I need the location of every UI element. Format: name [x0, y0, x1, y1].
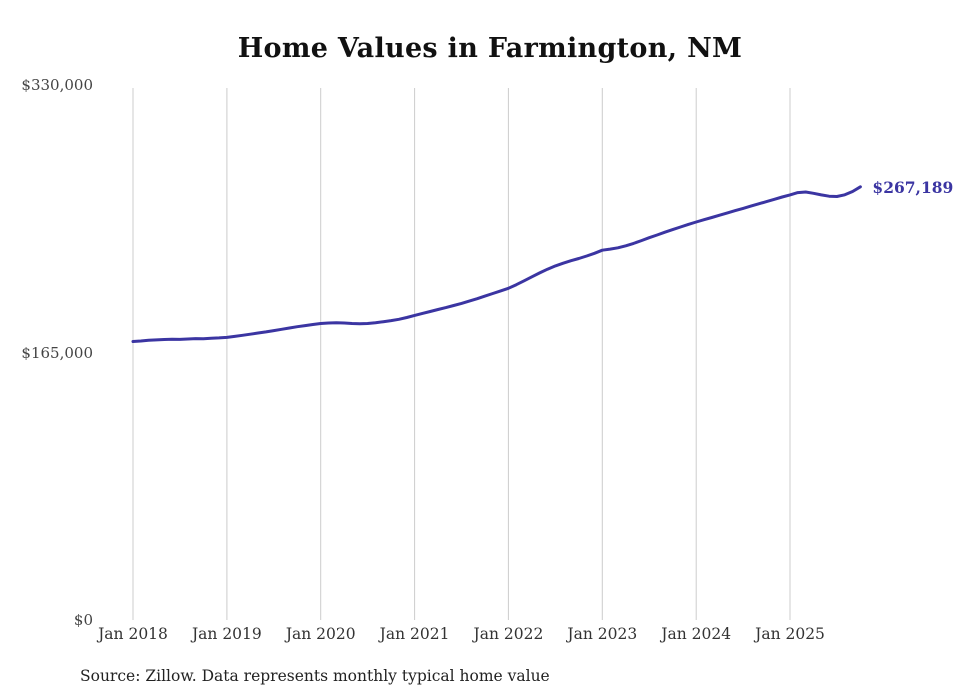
x-axis-tick: Jan 2022 — [473, 625, 544, 643]
x-axis-tick: Jan 2025 — [755, 625, 825, 643]
x-axis-tick: Jan 2021 — [379, 625, 450, 643]
x-axis-tick: Jan 2020 — [285, 625, 356, 643]
x-axis-tick: Jan 2018 — [98, 625, 168, 643]
y-axis-tick: $165,000 — [21, 343, 93, 362]
y-axis-tick: $0 — [73, 611, 93, 629]
home-value-line — [131, 185, 862, 343]
chart-title: Home Values in Farmington, NM — [237, 33, 743, 64]
x-axis-tick: Jan 2023 — [567, 625, 638, 643]
x-axis-tick: Jan 2019 — [191, 625, 262, 643]
source-note: Source: Zillow. Data represents monthly … — [80, 667, 550, 685]
x-axis-tick: Jan 2024 — [661, 625, 732, 643]
y-axis-tick: $330,000 — [21, 76, 93, 94]
latest-value-label: $267,189 — [872, 177, 954, 197]
